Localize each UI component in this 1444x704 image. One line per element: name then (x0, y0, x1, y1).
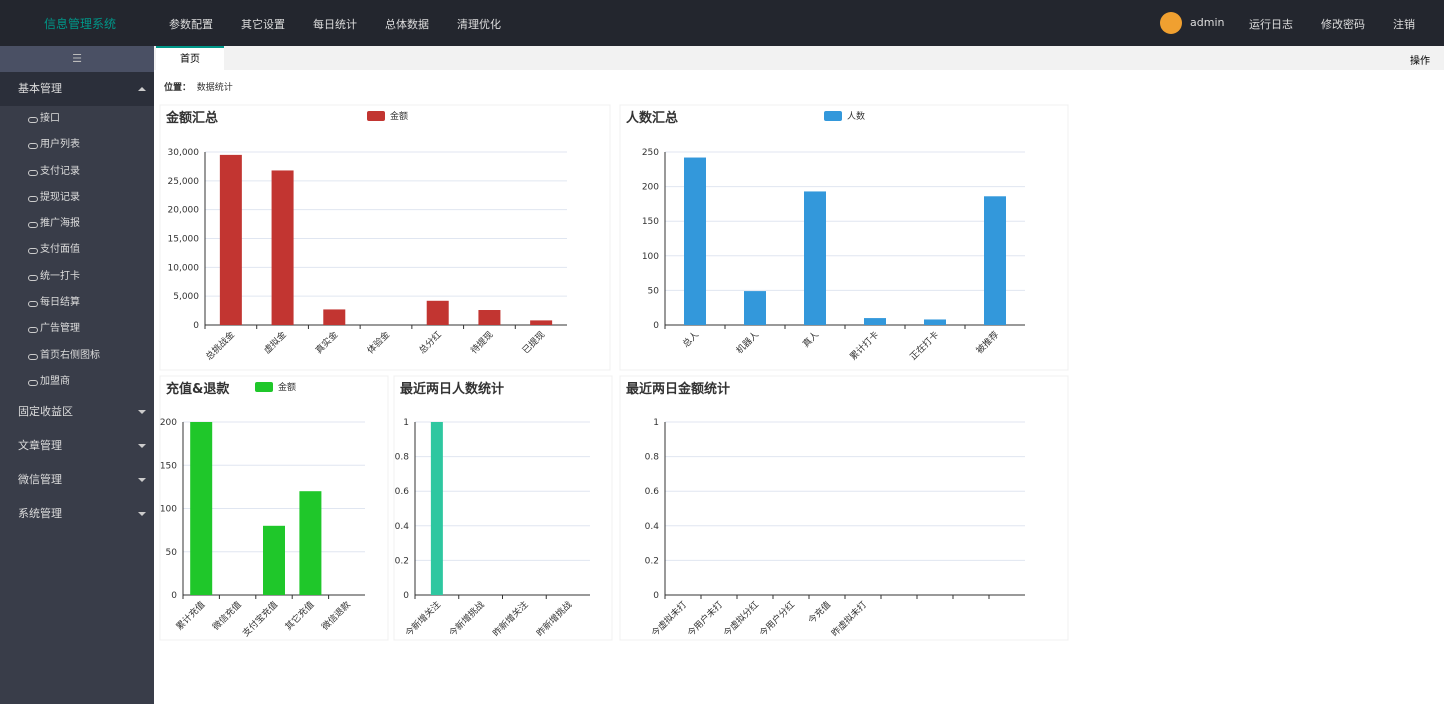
menu-group[interactable]: 系统管理 (0, 497, 154, 531)
chart-title: 人数汇总 (626, 110, 678, 126)
y-tick-label: 1 (403, 418, 409, 428)
y-tick-label: 10,000 (168, 263, 200, 273)
breadcrumb: 位置： 数据统计 (164, 80, 233, 93)
menu-item[interactable]: 首页右侧图标 (0, 343, 154, 369)
y-tick-label: 0.6 (395, 487, 410, 497)
y-tick-label: 30,000 (168, 148, 200, 158)
chart-title: 充值&退款 (166, 381, 230, 397)
sidebar-toggle[interactable]: ☰ (0, 46, 154, 72)
bar (478, 310, 501, 325)
chart-title: 最近两日人数统计 (400, 381, 504, 397)
bar (864, 318, 886, 325)
y-tick-label: 1 (653, 418, 659, 428)
nav-link[interactable]: 其它设置 (241, 18, 285, 31)
bar (984, 196, 1006, 325)
y-tick-label: 200 (160, 418, 177, 428)
chart-panel (393, 375, 613, 641)
bar (219, 154, 242, 325)
sidebar: ☰ 基本管理 接口 用户列表 支付记录 提现记录 推广海报 支付面值 统一打卡 每日结算 广告管理首… (0, 46, 154, 704)
y-tick-label: 0 (653, 321, 659, 331)
nav-link[interactable]: 每日统计 (313, 18, 357, 31)
legend-label: 金额 (390, 110, 408, 122)
menu-group[interactable]: 微信管理 (0, 463, 154, 497)
avatar[interactable] (1160, 12, 1182, 34)
bar (430, 422, 443, 595)
y-tick-label: 5,000 (173, 292, 199, 302)
bar (263, 525, 285, 595)
bar (426, 300, 449, 325)
y-tick-label: 0.4 (645, 522, 660, 532)
nav-link[interactable]: 清理优化 (457, 18, 501, 31)
legend-label: 金额 (278, 381, 296, 393)
bar (684, 157, 706, 325)
y-tick-label: 0 (653, 591, 659, 601)
header-link[interactable]: 修改密码 (1321, 18, 1365, 31)
chart-title: 最近两日金额统计 (626, 381, 730, 397)
menu-item[interactable]: 加盟商 (0, 369, 154, 395)
breadcrumb-current: 数据统计 (196, 83, 233, 93)
header-link[interactable]: 注销 (1393, 18, 1415, 31)
bar (924, 319, 946, 325)
legend-label: 人数 (847, 110, 865, 122)
menu-item[interactable]: 用户列表 (0, 132, 154, 158)
bar (323, 309, 346, 325)
y-tick-label: 150 (642, 217, 659, 227)
chart-title: 金额汇总 (165, 110, 218, 126)
menu-item[interactable]: 接口 (0, 106, 154, 132)
y-tick-label: 20,000 (168, 206, 200, 216)
y-tick-label: 200 (642, 183, 659, 193)
y-tick-label: 100 (642, 252, 659, 262)
tab-actions[interactable]: 操作 (1410, 56, 1430, 67)
y-tick-label: 100 (160, 505, 177, 515)
menu-item[interactable]: 支付面值 (0, 237, 154, 263)
breadcrumb-label: 位置： (164, 83, 192, 93)
legend-swatch (824, 111, 842, 121)
y-tick-label: 0 (171, 591, 177, 601)
menu-group[interactable]: 文章管理 (0, 429, 154, 463)
menu-item[interactable]: 广告管理 (0, 316, 154, 342)
header-link[interactable]: 运行日志 (1249, 18, 1293, 31)
charts: 金额汇总 金额05,00010,00015,00020,00025,00030,0… (159, 104, 1069, 641)
y-tick-label: 15,000 (168, 235, 200, 245)
menu-item[interactable]: 推广海报 (0, 211, 154, 237)
bar (804, 191, 826, 325)
legend-swatch (367, 111, 385, 121)
nav-link[interactable]: 参数配置 (169, 18, 213, 31)
tab-bar: 首页 操作 (154, 46, 1444, 70)
y-tick-label: 0.8 (395, 453, 410, 463)
menu-item[interactable]: 统一打卡 (0, 264, 154, 290)
y-tick-label: 250 (642, 148, 659, 158)
legend-swatch (255, 382, 273, 392)
app-title: 信息管理系统 (44, 17, 117, 31)
chart-panel (619, 375, 1069, 641)
y-tick-label: 0.2 (645, 556, 659, 566)
y-tick-label: 0 (193, 321, 199, 331)
tab[interactable]: 首页 (156, 46, 224, 70)
y-tick-label: 25,000 (168, 177, 200, 187)
header: 信息管理系统 参数配置 其它设置 每日统计 总体数据 清理优化 admin 运行… (0, 0, 1444, 46)
bar (530, 320, 553, 325)
bar (271, 170, 294, 325)
bar (299, 491, 322, 595)
menu-item[interactable]: 提现记录 (0, 185, 154, 211)
y-tick-label: 0.2 (395, 556, 409, 566)
y-tick-label: 0.4 (395, 522, 410, 532)
y-tick-label: 0 (403, 591, 409, 601)
menu-group[interactable]: 基本管理 (0, 72, 154, 106)
bar (190, 422, 213, 595)
menu-item[interactable]: 支付记录 (0, 159, 154, 185)
y-tick-label: 0.6 (645, 487, 660, 497)
menu-group[interactable]: 固定收益区 (0, 395, 154, 429)
y-tick-label: 150 (160, 461, 177, 471)
menu-item[interactable]: 每日结算 (0, 290, 154, 316)
user-name[interactable]: admin (1190, 16, 1225, 29)
y-tick-label: 50 (648, 286, 660, 296)
y-tick-label: 0.8 (645, 453, 660, 463)
y-tick-label: 50 (166, 548, 178, 558)
bar (744, 291, 766, 325)
nav-link[interactable]: 总体数据 (385, 18, 429, 31)
